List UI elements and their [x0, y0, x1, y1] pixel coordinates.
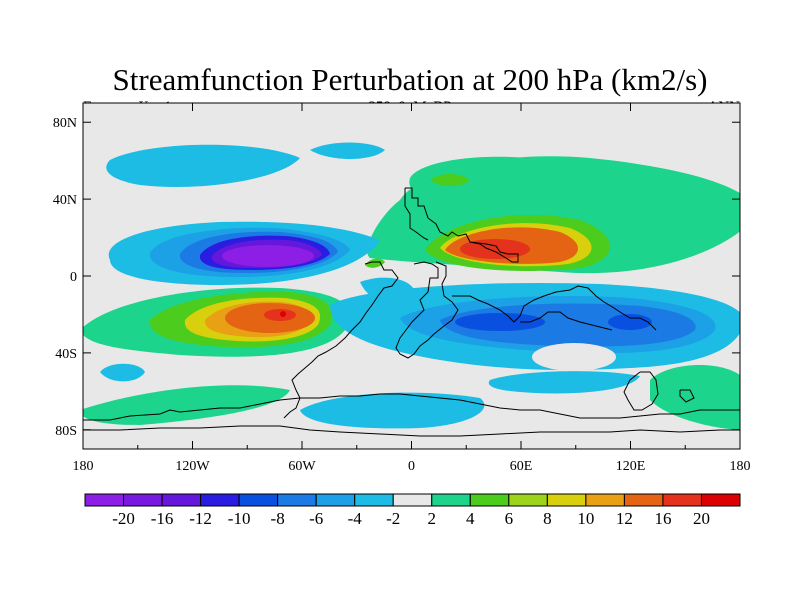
colorbar-swatch [469, 493, 510, 507]
colorbar-label: -8 [271, 509, 285, 528]
antarctica-lower-outline [83, 425, 740, 437]
colorbar-label: -20 [112, 509, 135, 528]
x-tick-label: 180 [73, 459, 94, 474]
colorbar-swatch [508, 493, 548, 507]
americas-outline [405, 187, 519, 263]
colorbar-swatch [315, 493, 356, 507]
colorbar-label: 8 [543, 509, 552, 528]
antarctica-outline [83, 393, 740, 421]
africa-outline [395, 261, 459, 359]
colorbar-swatch [123, 493, 163, 507]
contour-fields [83, 142, 740, 430]
colorbar-swatch [354, 493, 394, 507]
southern-ocean-bands [100, 277, 740, 430]
y-tick-label: 0 [70, 270, 77, 285]
colorbar-swatch [623, 493, 664, 507]
maritime-continent-outline [520, 311, 613, 331]
colorbar-label: -2 [386, 509, 400, 528]
colorbar-swatch [161, 493, 202, 507]
x-tick-label: 120E [616, 459, 646, 474]
colorbar: -20 -16 -12 -10 -8 -6 -4 -2 2 4 6 8 10 12 16 20 [84, 493, 741, 528]
x-tick-label: 120W [175, 459, 210, 474]
colorbar-label: -6 [309, 509, 323, 528]
colorbar-swatch [585, 493, 625, 507]
positive-north-atlantic-lobe [365, 156, 740, 274]
colorbar-label: 16 [654, 509, 671, 528]
australia-outline [623, 371, 659, 411]
x-tick-label: 60E [510, 459, 533, 474]
colorbar-label: -10 [228, 509, 251, 528]
colorbar-label: 20 [693, 509, 710, 528]
map-plot-area: 180 120W 60W 0 60E 120E 180 80N 40N 0 40S 80S [53, 102, 751, 474]
x-tick-label: 60W [288, 459, 316, 474]
colorbar-swatch [200, 493, 240, 507]
chart-title: Streamfunction Perturbation at 200 hPa (… [113, 62, 708, 97]
colorbar-swatch [392, 493, 433, 507]
colorbar-label: 10 [577, 509, 594, 528]
colorbar-swatch [546, 493, 587, 507]
colorbar-swatch [431, 493, 471, 507]
pacific-island-outline [679, 389, 695, 403]
continent-outlines [83, 187, 740, 437]
positive-south-pacific-lobe [83, 287, 350, 425]
colorbar-label: -12 [189, 509, 212, 528]
y-tick-label: 80N [53, 116, 77, 131]
x-tick-label: 0 [408, 459, 415, 474]
colorbar-swatch [277, 493, 317, 507]
eurasia-south-outline [452, 285, 657, 331]
colorbar-label: 2 [428, 509, 437, 528]
colorbar-label: 12 [616, 509, 633, 528]
x-tick-label: 180 [730, 459, 751, 474]
colorbar-swatch [84, 493, 125, 507]
y-tick-label: 40S [55, 347, 77, 362]
colorbar-swatch [662, 493, 702, 507]
north-america-east-outline [404, 188, 429, 241]
negative-north-pacific-lobe [106, 142, 385, 285]
colorbar-label: -4 [348, 509, 363, 528]
colorbar-label: 6 [505, 509, 514, 528]
colorbar-swatch [700, 493, 741, 507]
south-america-outline [283, 261, 399, 419]
colorbar-label: 4 [466, 509, 475, 528]
colorbar-swatch [238, 493, 279, 507]
y-tick-label: 80S [55, 424, 77, 439]
negative-indian-ocean-lobe [330, 282, 740, 394]
colorbar-label: -16 [151, 509, 174, 528]
axis-ticks: 180 120W 60W 0 60E 120E 180 80N 40N 0 40S 80S [53, 103, 751, 474]
y-tick-label: 40N [53, 193, 77, 208]
